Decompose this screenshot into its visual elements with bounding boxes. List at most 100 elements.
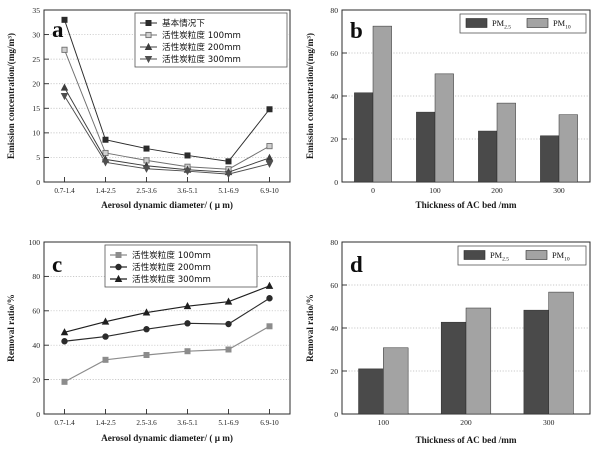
- y-tick-label: 40: [32, 341, 40, 350]
- bar-PM10-0: [372, 25, 392, 183]
- panel-b-legend[interactable]: PM2.5 PM10: [459, 13, 587, 34]
- data-point: [224, 171, 233, 179]
- panel-b-x-ticks: 0 100 200 300: [371, 177, 565, 195]
- y-tick-label: 25: [32, 55, 40, 64]
- bar-PM2.5-100: [416, 111, 436, 183]
- legend-label: 活性炭粒度 300mm: [162, 53, 241, 65]
- panel-c-letter: c: [52, 252, 62, 277]
- y-tick-label: 60: [330, 281, 338, 290]
- legend-label: 活性炭粒度 100mm: [132, 249, 211, 261]
- y-tick-label: 80: [32, 272, 40, 281]
- panel-c-svg: 0 20 40 60 80 100 0.7-1.4 1.4-2.5 2.5-3.6 3.6-5.…: [6, 238, 291, 443]
- data-point: [60, 83, 69, 91]
- legend-marker: [144, 42, 153, 50]
- x-tick-label: 3.6-5.1: [177, 187, 198, 195]
- legend-label: 活性炭粒度 100mm: [162, 29, 241, 41]
- y-tick-label: 0: [334, 178, 338, 187]
- panel-c-series-group: [60, 281, 274, 385]
- bar-PM10-200: [465, 307, 492, 415]
- y-tick-label: 20: [330, 135, 338, 144]
- x-tick-label: 2.5-3.6: [136, 187, 157, 195]
- legend-label: 活性炭粒度 200mm: [132, 261, 211, 273]
- bar-PM2.5-0: [354, 92, 374, 183]
- legend-marker: [145, 19, 152, 26]
- x-tick-label: 1.4-2.5: [95, 187, 116, 195]
- panel-a-letter: a: [52, 17, 64, 42]
- x-tick-label: 100: [429, 186, 441, 195]
- x-tick-label: 300: [543, 418, 555, 427]
- y-tick-label: 5: [36, 153, 40, 162]
- y-tick-label: 35: [32, 6, 40, 15]
- data-point: [142, 308, 151, 316]
- x-tick-label: 100: [378, 418, 390, 427]
- data-point: [60, 328, 69, 336]
- data-point: [225, 346, 232, 353]
- x-tick-label: 0: [371, 186, 375, 195]
- legend-marker: [145, 31, 152, 39]
- panel-c-y-ticks: 0 20 40 60 80 100: [29, 238, 49, 419]
- series-line-1: [64, 297, 270, 342]
- data-point: [266, 106, 273, 113]
- y-tick-label: 100: [29, 238, 41, 247]
- bar-PM2.5-200: [478, 130, 498, 183]
- series-line-3: [64, 95, 270, 175]
- data-point: [143, 326, 150, 333]
- data-point: [225, 320, 232, 328]
- legend-box: [104, 244, 258, 288]
- x-tick-label: 2.5-3.6: [136, 419, 157, 427]
- legend-box: [134, 12, 288, 68]
- x-tick-label: 3.6-5.1: [177, 419, 198, 427]
- y-tick-label: 60: [32, 307, 40, 316]
- legend-marker: [115, 251, 122, 258]
- panel-b-svg: 0 20 40 60 80 0 100 200 300 b Thickness of AC b…: [305, 6, 591, 210]
- data-point: [265, 160, 274, 168]
- data-point: [102, 356, 109, 363]
- data-point: [225, 158, 232, 165]
- series-line-2: [64, 87, 270, 173]
- y-tick-label: 80: [330, 6, 338, 15]
- x-tick-label: 0.7-1.4: [54, 419, 75, 427]
- data-point: [101, 317, 110, 325]
- x-tick-label: 200: [460, 418, 472, 427]
- legend-label: 活性炭粒度 200mm: [162, 41, 241, 53]
- data-point: [102, 149, 109, 157]
- panel-c: 0 20 40 60 80 100 0.7-1.4 1.4-2.5 2.5-3.6 3.6-5.…: [0, 232, 300, 471]
- x-tick-label: 200: [491, 186, 503, 195]
- panel-a-series-group: [60, 16, 274, 179]
- data-point: [102, 136, 109, 143]
- panel-b-letter: b: [350, 18, 363, 43]
- panel-c-y-axis-label: Removal ratio/%: [6, 294, 16, 362]
- panel-c-frame: [43, 241, 291, 415]
- y-tick-label: 60: [330, 49, 338, 58]
- bar-PM2.5-100: [358, 368, 384, 415]
- x-tick-label: 5.1-6.9: [218, 419, 239, 427]
- panel-b: 0 20 40 60 80 0 100 200 300 b Thickness of AC b…: [300, 0, 600, 232]
- bar-PM10-300: [558, 114, 578, 183]
- y-tick-label: 40: [330, 92, 338, 101]
- data-point: [266, 143, 273, 150]
- panel-d-legend[interactable]: PM2.5 PM10: [457, 245, 587, 266]
- legend-label: PM10: [553, 19, 571, 31]
- x-tick-label: 1.4-2.5: [95, 419, 116, 427]
- panel-d-letter: d: [350, 252, 363, 277]
- legend-label: PM2.5: [490, 251, 509, 263]
- series-line-0: [64, 19, 270, 162]
- x-tick-label: 6.9-10: [260, 419, 279, 427]
- legend-label: 基本情况下: [162, 17, 205, 29]
- y-tick-label: 15: [32, 104, 40, 113]
- bar-PM2.5-200: [440, 321, 467, 415]
- data-point: [184, 348, 191, 355]
- panel-c-x-ticks: 0.7-1.4 1.4-2.5 2.5-3.6 3.6-5.1 5.1-6.9 6.9-1…: [54, 409, 279, 427]
- data-point: [183, 168, 192, 176]
- bar-PM10-300: [548, 291, 574, 415]
- series-line-2: [64, 285, 270, 333]
- panel-a-y-ticks: 0 5 10 15 20 25 30 35: [32, 6, 49, 187]
- legend-swatch: [465, 18, 488, 28]
- legend-swatch: [463, 250, 486, 260]
- series-line-1: [64, 49, 270, 170]
- bar-PM2.5-300: [540, 135, 560, 183]
- legend-swatch: [526, 18, 549, 28]
